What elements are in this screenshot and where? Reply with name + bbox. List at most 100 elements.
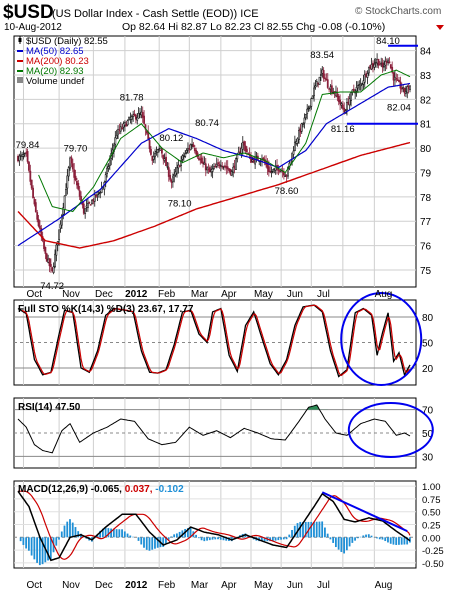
candle-body xyxy=(318,76,321,86)
candle-body xyxy=(347,101,350,105)
legend-item: MA(20) 82.93 xyxy=(26,66,84,77)
x-label-bottom: Aug xyxy=(375,580,393,590)
candle-body xyxy=(124,122,126,126)
candle-body xyxy=(73,169,76,178)
candle-body xyxy=(378,64,381,66)
candle-body xyxy=(107,166,110,169)
candle-body xyxy=(95,194,98,197)
macd-histogram-bar xyxy=(77,531,80,538)
x-label-top: Mar xyxy=(191,289,209,300)
y-tick-label: 83 xyxy=(420,71,432,82)
macd-histogram-bar xyxy=(129,535,132,538)
candle-body xyxy=(322,70,325,79)
candle-body xyxy=(404,91,407,94)
candle-body xyxy=(114,137,117,145)
y-tick-label: 82 xyxy=(420,95,432,106)
macd-histogram-bar xyxy=(334,537,337,548)
candle-body xyxy=(184,153,187,157)
symbol-title: $USD xyxy=(3,2,54,23)
macd-histogram-bar xyxy=(27,537,30,551)
candle-body xyxy=(232,166,235,173)
x-label-top: Nov xyxy=(62,289,80,300)
candles xyxy=(17,53,411,275)
macd-histogram-bar xyxy=(282,537,285,540)
macd-tick-label: 0.75 xyxy=(422,495,441,506)
candle-body xyxy=(341,104,344,109)
macd-histogram-bar xyxy=(151,537,154,550)
macd-signal-line xyxy=(18,490,411,560)
candle-body xyxy=(366,73,369,78)
x-label-top: Apr xyxy=(221,289,237,300)
candle-body xyxy=(285,175,288,177)
candle-body xyxy=(128,117,130,121)
x-label-top: May xyxy=(254,289,273,300)
candle-body xyxy=(403,87,406,94)
candle-body xyxy=(219,165,222,167)
candle-body xyxy=(19,155,22,157)
macd-histogram-bar xyxy=(101,528,104,538)
rsi-tick-label: 70 xyxy=(422,406,434,417)
macd-histogram-bar xyxy=(110,528,113,538)
candle-body xyxy=(66,175,69,189)
macd-histogram-bar xyxy=(395,537,398,545)
candle-body xyxy=(211,168,214,172)
candle-body xyxy=(309,105,311,109)
macd-histogram-bar xyxy=(318,521,321,538)
macd-histogram-bar xyxy=(148,537,151,551)
candle-body xyxy=(228,168,230,171)
candle-body xyxy=(137,112,140,119)
candle-body xyxy=(287,166,289,177)
candle-body xyxy=(311,95,314,99)
candle-body xyxy=(36,212,39,220)
candle-body xyxy=(167,167,170,177)
candle-body xyxy=(391,66,394,73)
candle-body xyxy=(202,161,204,164)
macd-histogram-bar xyxy=(132,536,134,538)
candle-body xyxy=(60,215,63,226)
candle-body xyxy=(140,111,143,116)
candle-body xyxy=(171,176,174,183)
x-label-top: Aug xyxy=(375,289,393,300)
symbol-name: (US Dollar Index - Cash Settle (EOD)) IC… xyxy=(52,8,259,20)
macd-histogram-bar xyxy=(219,537,222,540)
macd-histogram-bar xyxy=(340,537,343,552)
macd-histogram-bar xyxy=(33,537,36,560)
candle-body xyxy=(400,87,403,90)
macd-histogram-bar xyxy=(337,537,340,550)
candle-body xyxy=(78,190,81,197)
candle-body xyxy=(22,154,25,157)
y-tick-label: 78 xyxy=(420,193,432,204)
candle-body xyxy=(106,167,108,174)
candle-body xyxy=(69,157,71,169)
candle-body xyxy=(191,143,193,146)
candle-body xyxy=(330,85,333,93)
candle-body xyxy=(104,174,107,182)
candle-body xyxy=(148,140,151,150)
macd-histogram-bar xyxy=(156,537,159,548)
grid-icon xyxy=(17,77,23,83)
macd-histogram-bar xyxy=(403,537,406,545)
macd-histogram-bar xyxy=(389,537,392,544)
x-label-bottom: Feb xyxy=(158,580,176,590)
macd-histogram-bar xyxy=(343,537,346,554)
macd-histogram-bar xyxy=(304,521,307,538)
macd-tick-label: -0.25 xyxy=(422,546,444,557)
candle-body xyxy=(352,88,355,92)
macd-histogram-bar xyxy=(154,537,156,549)
x-label-top: Dec xyxy=(95,289,113,300)
candle-body xyxy=(156,149,159,153)
candle-body xyxy=(136,117,139,121)
candle-body xyxy=(221,165,224,168)
macd-histogram-bar xyxy=(345,537,348,551)
x-label-top: Jul xyxy=(317,289,330,300)
candle-body xyxy=(388,61,391,64)
x-label-top: Oct xyxy=(26,289,42,300)
candle-body xyxy=(215,163,218,167)
price-annotation: 84.10 xyxy=(376,36,400,47)
x-label-top: Feb xyxy=(158,289,176,300)
macd-histogram-bar xyxy=(22,537,25,545)
price-annotation: 78.10 xyxy=(168,198,192,209)
candle-body xyxy=(198,157,200,160)
rsi-tick-label: 30 xyxy=(422,452,434,463)
rsi-overbought-fill xyxy=(298,405,328,410)
